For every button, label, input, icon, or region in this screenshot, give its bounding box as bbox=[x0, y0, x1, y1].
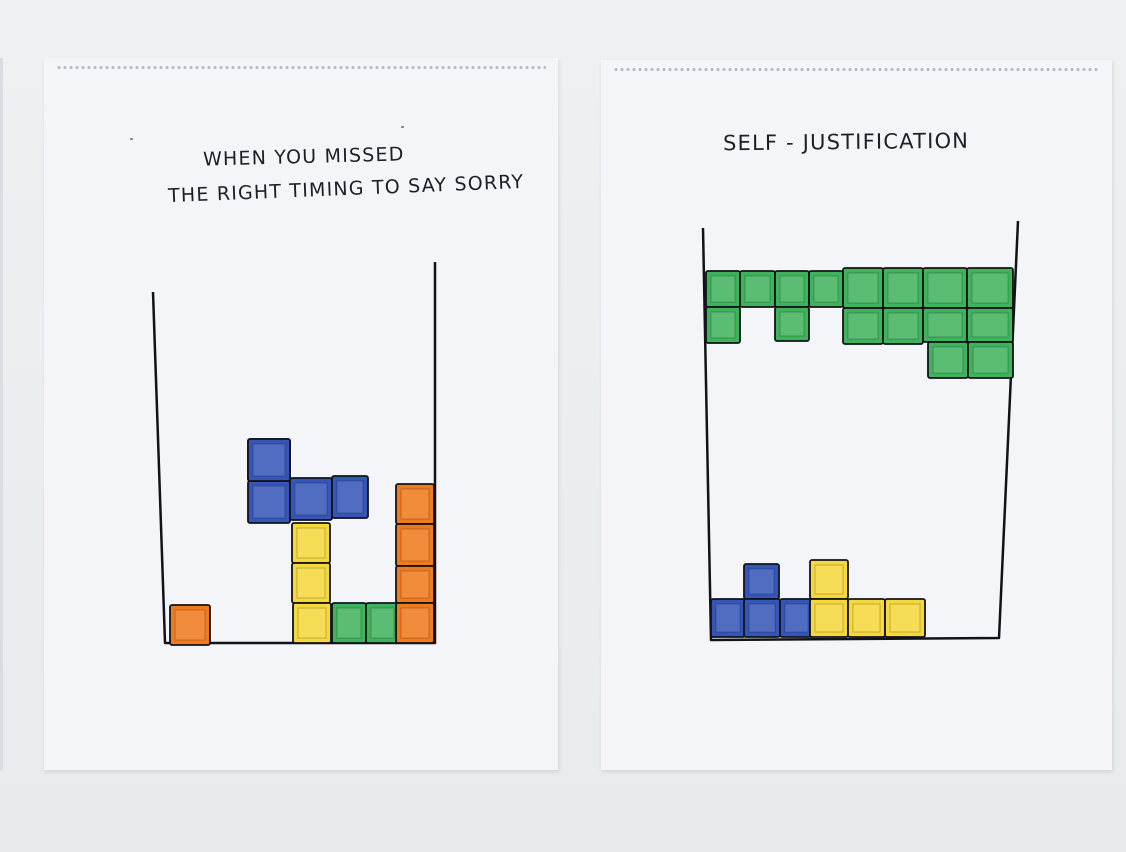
blue-block-bevel bbox=[748, 603, 776, 633]
tetris-well-left bbox=[151, 262, 437, 646]
green-block-bevel bbox=[779, 275, 805, 303]
green-block-bevel bbox=[971, 272, 1009, 304]
yellow-block-bevel bbox=[296, 567, 326, 599]
blue-block-bevel bbox=[294, 482, 328, 516]
paper-speck bbox=[130, 138, 133, 140]
yellow-block-bevel bbox=[296, 527, 326, 559]
yellow-block bbox=[884, 598, 926, 638]
green-block-bevel bbox=[932, 346, 964, 374]
yellow-block-bevel bbox=[852, 603, 881, 633]
green-block-bevel bbox=[710, 311, 736, 339]
green-block-bevel bbox=[779, 311, 805, 337]
green-block-bevel bbox=[887, 272, 919, 304]
green-block bbox=[774, 306, 810, 342]
blue-block-bevel bbox=[748, 568, 775, 595]
adjacent-sheet-edge bbox=[0, 58, 3, 770]
green-block-bevel bbox=[887, 312, 919, 340]
blue-block-bevel bbox=[336, 480, 364, 514]
green-block-bevel bbox=[927, 312, 963, 338]
spiral-perforation bbox=[56, 65, 546, 70]
yellow-block-bevel bbox=[889, 603, 921, 633]
well-outline bbox=[701, 220, 1020, 642]
orange-block-bevel bbox=[400, 488, 430, 520]
green-block-bevel bbox=[927, 272, 963, 304]
orange-block bbox=[169, 604, 211, 646]
paper-speck bbox=[401, 126, 404, 128]
spiral-perforation bbox=[613, 67, 1100, 72]
blue-block-bevel bbox=[715, 603, 741, 633]
drawing-sheet-left: WHEN YOU MISSED THE RIGHT TIMING TO SAY … bbox=[44, 58, 558, 770]
green-block-bevel bbox=[847, 312, 879, 340]
orange-block bbox=[395, 602, 435, 644]
tetris-well-right bbox=[701, 220, 1020, 642]
orange-block-bevel bbox=[400, 570, 430, 599]
blue-block-bevel bbox=[784, 603, 809, 633]
green-block bbox=[705, 306, 741, 344]
green-block-bevel bbox=[847, 272, 879, 304]
orange-block-bevel bbox=[174, 609, 206, 641]
blue-block-bevel bbox=[252, 443, 286, 477]
orange-block-bevel bbox=[400, 528, 430, 562]
green-block-bevel bbox=[710, 275, 736, 303]
yellow-block-bevel bbox=[297, 607, 327, 639]
blue-block-bevel bbox=[252, 485, 286, 519]
green-block-bevel bbox=[336, 607, 362, 639]
drawing-sheet-right: SELF - JUSTIFICATION bbox=[601, 60, 1112, 770]
yellow-block-bevel bbox=[814, 564, 844, 595]
green-block-bevel bbox=[972, 346, 1009, 374]
green-block-bevel bbox=[813, 275, 839, 303]
yellow-block bbox=[292, 602, 332, 644]
blue-block bbox=[247, 438, 291, 482]
yellow-block-bevel bbox=[814, 603, 844, 633]
green-block-bevel bbox=[744, 275, 771, 303]
green-block-bevel bbox=[370, 607, 395, 639]
orange-block-bevel bbox=[400, 607, 430, 639]
green-block bbox=[967, 341, 1014, 379]
blue-block bbox=[331, 475, 369, 519]
green-block-bevel bbox=[971, 312, 1009, 338]
